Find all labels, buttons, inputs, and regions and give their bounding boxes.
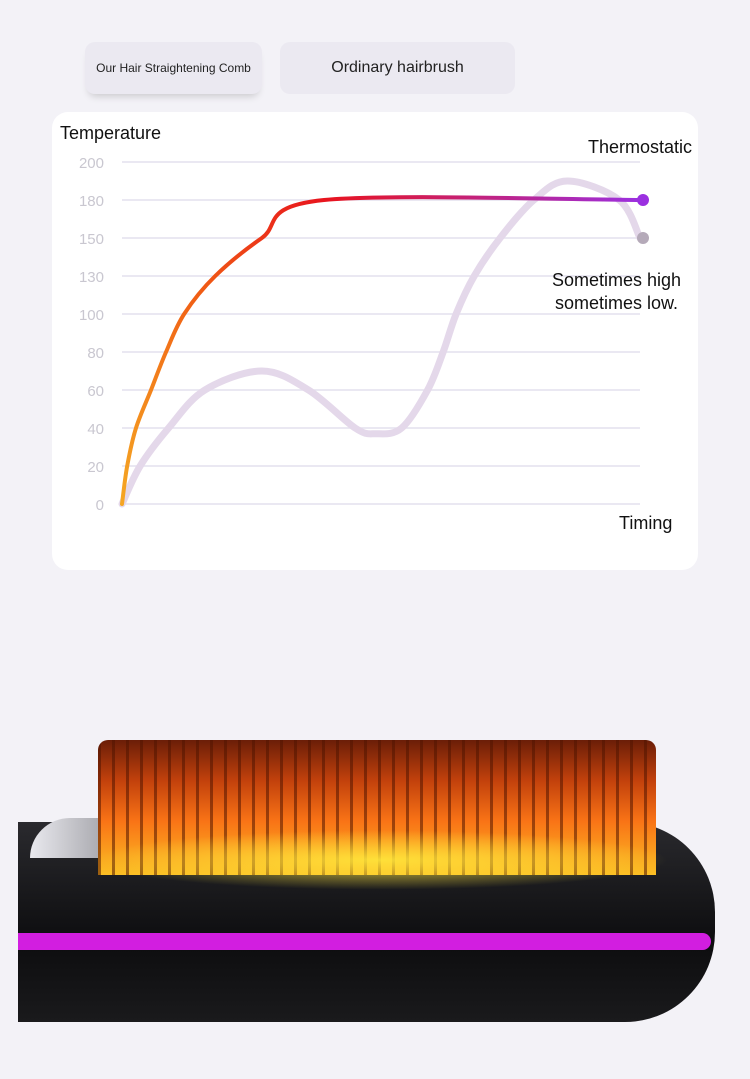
y-tick-label: 40 [87,421,104,438]
magenta-stripe [18,933,711,950]
thermostatic-end-point [637,194,649,206]
tab-ordinary-hairbrush[interactable]: Ordinary hairbrush [280,42,515,94]
ordinary-end-point [637,232,649,244]
y-tick-label: 80 [87,345,104,362]
ordinary-line [118,177,644,508]
y-tick-label: 130 [79,269,104,286]
y-tick-label: 60 [87,383,104,400]
y-tick-label: 20 [87,459,104,476]
y-tick-label: 150 [79,231,104,248]
y-tick-label: 180 [79,193,104,210]
heat-glow [90,830,670,890]
tab-label: Our Hair Straightening Comb [96,61,251,75]
x-axis-label: Timing [619,513,673,533]
y-tick-label: 0 [96,497,104,514]
y-axis-label: Temperature [60,123,162,143]
temperature-chart: 0 20 40 60 80 100 130 150 180 200 [79,155,649,514]
series-label-thermostatic: Thermostatic [588,137,693,157]
tab-our-comb[interactable]: Our Hair Straightening Comb [85,42,262,94]
y-tick-label: 200 [79,155,104,172]
y-tick-label: 100 [79,307,104,324]
tab-label: Ordinary hairbrush [331,59,464,76]
thermostatic-line [120,195,642,506]
series-label-ordinary: Sometimes high sometimes low. [551,270,682,313]
